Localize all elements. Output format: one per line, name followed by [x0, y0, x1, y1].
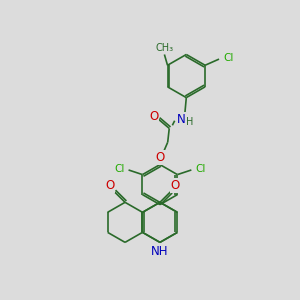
Text: O: O — [105, 179, 114, 192]
Text: Cl: Cl — [223, 52, 233, 63]
Text: CH₃: CH₃ — [155, 43, 173, 53]
Text: O: O — [171, 179, 180, 192]
Text: H: H — [187, 117, 194, 127]
Text: N: N — [176, 113, 185, 126]
Text: Cl: Cl — [196, 164, 206, 174]
Text: O: O — [149, 110, 158, 123]
Text: Cl: Cl — [114, 164, 124, 174]
Text: NH: NH — [151, 245, 169, 258]
Text: O: O — [155, 151, 165, 164]
